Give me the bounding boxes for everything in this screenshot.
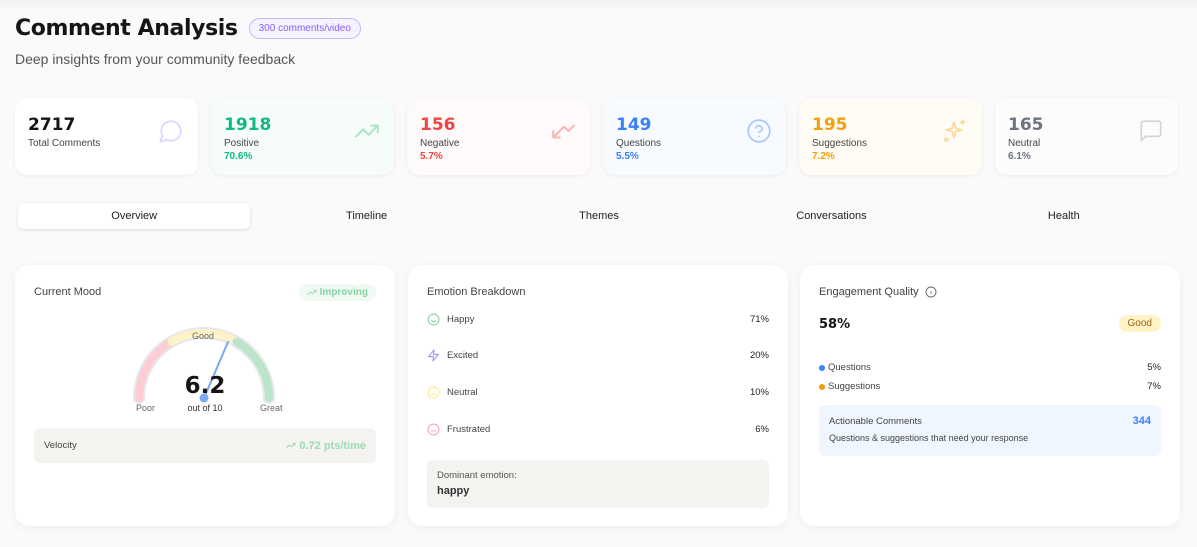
stat-card-questions: 149 Questions 5.5% <box>603 98 786 175</box>
engagement-percent: 58% <box>819 317 851 332</box>
message-square-icon <box>1140 120 1162 142</box>
emotion-label: Neutral <box>447 386 478 398</box>
trending-up-icon <box>355 124 379 138</box>
message-circle-icon <box>159 120 182 143</box>
zap-icon <box>428 349 439 361</box>
current-mood-card: Current Mood Improving 6.2 out of 10 Poo… <box>15 265 395 526</box>
stats-row: 2717 Total Comments 1918 Positive 70.6% … <box>15 98 1178 175</box>
card-title: Engagement Quality <box>819 286 919 298</box>
suggestions-dot <box>819 383 825 390</box>
emotion-percent: 20% <box>749 349 769 361</box>
engagement-row-suggestions: Suggestions 7% <box>819 381 1161 392</box>
mood-scale: out of 10 <box>187 403 223 413</box>
trending-down-icon <box>552 124 575 139</box>
emotion-percent: 10% <box>749 386 769 398</box>
mood-score: 6.2 <box>184 373 226 399</box>
emotion-row-neutral: Neutral 10% <box>427 384 769 400</box>
breakdown-value: 7% <box>1147 381 1161 392</box>
stat-value: 2717 <box>28 115 76 135</box>
stat-label: Total Comments <box>28 138 101 149</box>
stat-label: Neutral <box>1008 138 1041 149</box>
emotion-label: Excited <box>447 349 479 361</box>
engagement-rating-badge: Good <box>1118 315 1161 332</box>
breakdown-label: Suggestions <box>828 381 881 392</box>
stat-percent: 7.2% <box>812 151 835 162</box>
stat-label: Negative <box>420 138 460 149</box>
help-circle-icon <box>747 119 771 143</box>
stat-value: 149 <box>616 115 652 135</box>
info-icon[interactable] <box>925 286 937 298</box>
breakdown-value: 5% <box>1147 362 1161 373</box>
velocity-panel: Velocity 0.72 pts/time <box>34 428 376 463</box>
tab-themes[interactable]: Themes <box>579 210 619 222</box>
emotion-breakdown-card: Emotion Breakdown Happy 71% Excited 20% … <box>408 265 788 526</box>
stat-percent: 5.5% <box>616 151 639 162</box>
engagement-quality-card: Engagement Quality 58% Good Questions 5%… <box>800 265 1180 526</box>
trending-up-icon <box>286 442 297 448</box>
smile-icon <box>427 313 440 325</box>
stat-percent: 6.1% <box>1008 151 1031 162</box>
stat-card-total: 2717 Total Comments <box>15 98 198 175</box>
page-title: Comment Analysis <box>15 16 238 41</box>
engagement-row-questions: Questions 5% <box>819 362 1161 373</box>
trend-label: Improving <box>319 287 368 298</box>
emotion-row-excited: Excited 20% <box>427 347 769 363</box>
stat-percent: 70.6% <box>224 151 253 162</box>
emotion-row-happy: Happy 71% <box>427 311 769 327</box>
stat-value: 165 <box>1008 115 1044 135</box>
card-title-row: Engagement Quality <box>819 286 937 298</box>
gauge-label-great: Great <box>260 403 283 413</box>
page-subtitle: Deep insights from your community feedba… <box>15 51 296 67</box>
stat-card-suggestions: 195 Suggestions 7.2% <box>799 98 982 175</box>
actionable-comments-panel[interactable]: Actionable Comments 344 Questions & sugg… <box>819 405 1161 456</box>
comments-per-video-badge: 300 comments/video <box>248 18 361 39</box>
emotion-label: Happy <box>447 313 475 325</box>
stat-label: Suggestions <box>812 138 868 149</box>
tab-conversations[interactable]: Conversations <box>796 210 867 222</box>
emotion-percent: 6% <box>755 423 769 435</box>
stat-card-negative: 156 Negative 5.7% <box>407 98 590 175</box>
tab-overview[interactable]: Overview <box>18 203 251 229</box>
actionable-label: Actionable Comments <box>829 415 922 427</box>
stat-label: Positive <box>224 138 260 149</box>
top-shadow <box>0 0 1197 10</box>
trend-badge: Improving <box>298 284 376 301</box>
velocity-value: 0.72 pts/time <box>286 440 366 452</box>
stat-value: 1918 <box>224 115 272 135</box>
stat-value: 156 <box>420 115 456 135</box>
frown-icon <box>427 423 440 435</box>
sparkles-icon <box>943 119 966 143</box>
tab-timeline[interactable]: Timeline <box>346 210 388 222</box>
trending-up-icon <box>306 289 317 295</box>
meh-icon <box>427 386 440 398</box>
stat-card-positive: 1918 Positive 70.6% <box>211 98 394 175</box>
dominant-emotion-label: Dominant emotion: <box>437 470 517 481</box>
emotion-row-frustrated: Frustrated 6% <box>427 421 769 437</box>
gauge-label-poor: Poor <box>136 403 156 413</box>
gauge-label-good: Good <box>192 331 215 341</box>
velocity-text: 0.72 pts/time <box>299 439 366 452</box>
stat-value: 195 <box>812 115 848 135</box>
velocity-label: Velocity <box>44 440 77 451</box>
mood-gauge <box>133 327 275 404</box>
card-title: Emotion Breakdown <box>427 286 526 298</box>
tab-health[interactable]: Health <box>1047 210 1080 222</box>
dominant-emotion-panel: Dominant emotion: happy <box>427 460 769 508</box>
actionable-description: Questions & suggestions that need your r… <box>829 433 1029 443</box>
emotion-label: Frustrated <box>447 423 491 435</box>
stat-percent: 5.7% <box>420 151 443 162</box>
emotion-percent: 71% <box>749 313 769 325</box>
tab-bar: Overview Timeline Themes Conversations H… <box>18 203 1180 229</box>
stat-label: Questions <box>616 138 662 149</box>
questions-dot <box>819 364 825 371</box>
card-title: Current Mood <box>34 286 102 298</box>
dominant-emotion-value: happy <box>437 485 470 497</box>
page-header: Comment Analysis 300 comments/video Deep… <box>15 16 361 67</box>
breakdown-label: Questions <box>828 362 871 373</box>
stat-card-neutral: 165 Neutral 6.1% <box>995 98 1178 175</box>
actionable-count: 344 <box>1132 415 1151 427</box>
